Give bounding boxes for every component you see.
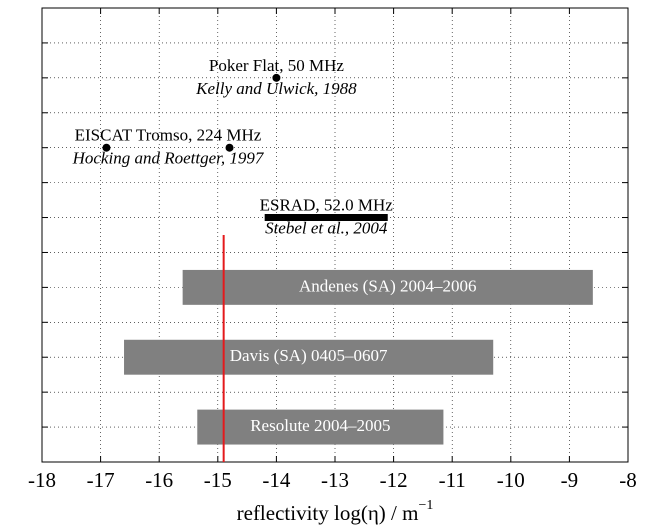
experiment-label: ESRAD, 52.0 MHz bbox=[260, 195, 394, 214]
bar-label: Davis (SA) 0405–0607 bbox=[230, 346, 388, 365]
x-tick-label: -16 bbox=[145, 468, 173, 492]
x-tick-label: -15 bbox=[204, 468, 232, 492]
x-tick-label: -9 bbox=[561, 468, 579, 492]
x-tick-label: -14 bbox=[262, 468, 290, 492]
x-axis-label: reflectivity log(η) / m−1 bbox=[237, 498, 434, 525]
experiment-label: Poker Flat, 50 MHz bbox=[209, 56, 345, 75]
range-bar bbox=[182, 269, 593, 305]
x-tick-label: -8 bbox=[619, 468, 637, 492]
experiment-reference: Stebel et al., 2004 bbox=[265, 218, 388, 237]
x-tick-label: -10 bbox=[497, 468, 525, 492]
x-tick-label: -18 bbox=[28, 468, 56, 492]
x-tick-label: -12 bbox=[380, 468, 408, 492]
range-bar bbox=[197, 409, 444, 445]
x-tick-label: -13 bbox=[321, 468, 349, 492]
data-point bbox=[272, 73, 281, 82]
x-tick-label: -17 bbox=[87, 468, 115, 492]
experiment-reference: Kelly and Ulwick, 1988 bbox=[195, 79, 357, 98]
data-point bbox=[225, 143, 234, 152]
x-axis-label-exponent: −1 bbox=[418, 498, 433, 513]
x-tick-label: -11 bbox=[439, 468, 466, 492]
data-point bbox=[102, 143, 111, 152]
range-bar bbox=[124, 339, 494, 375]
x-axis-label-text: reflectivity log(η) / m bbox=[237, 501, 419, 525]
experiment-reference: Hocking and Roettger, 1997 bbox=[72, 149, 265, 168]
bar-label: Resolute 2004–2005 bbox=[250, 416, 390, 435]
bar-label: Andenes (SA) 2004–2006 bbox=[299, 276, 477, 295]
experiment-label: EISCAT Tromso, 224 MHz bbox=[75, 126, 262, 145]
